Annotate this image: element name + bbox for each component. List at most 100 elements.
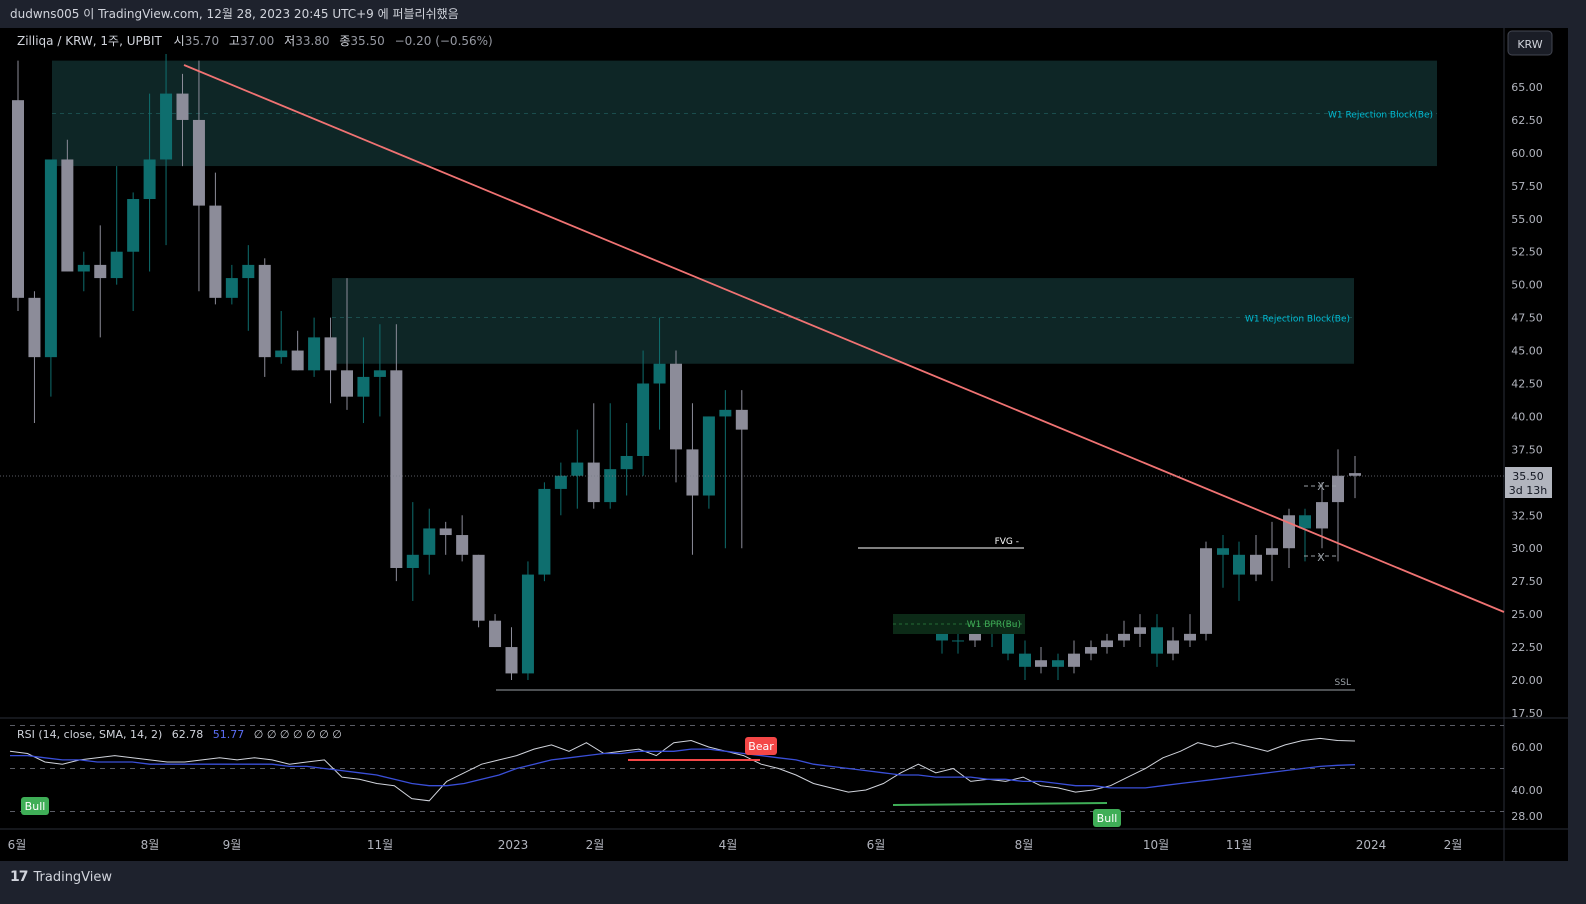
candle-body: [735, 409, 748, 430]
time-tick-label: 10월: [1143, 838, 1169, 852]
rsi-signal-label-2: Bull: [25, 800, 46, 813]
candle-body: [1250, 554, 1262, 575]
rsi-signal-badge-1: [745, 737, 777, 755]
rsi-signal-badge-2: [21, 797, 49, 815]
candle-body: [390, 370, 403, 568]
price-tick-label: 25.00: [1511, 608, 1543, 621]
candle-body: [1167, 640, 1179, 654]
legend-open-label: 시: [174, 34, 185, 48]
currency-label: KRW: [1517, 38, 1542, 51]
candle-body: [670, 363, 682, 450]
rsi-signal-label-3: Bull: [1097, 812, 1118, 825]
legend-high-label: 고: [229, 34, 240, 48]
candle-body: [1233, 554, 1245, 575]
rsi-extra: ∅ ∅ ∅ ∅ ∅ ∅ ∅: [254, 728, 342, 741]
rsi-sma-line: [10, 748, 1356, 789]
candle-body: [637, 383, 650, 456]
candle-body: [94, 264, 107, 279]
candle-body: [1002, 633, 1014, 654]
candle-body: [12, 100, 24, 298]
rejection-zone-label-2: W1 Rejection Block(Be): [1245, 315, 1350, 325]
rsi-tick-label: 28.00: [1511, 810, 1543, 823]
candle-body: [209, 205, 222, 298]
candle-body: [571, 462, 584, 476]
candle-body: [192, 119, 205, 206]
rsi-tick-label: 40.00: [1511, 784, 1543, 797]
time-tick-label: 6월: [8, 838, 27, 852]
chart-svg[interactable]: W1 Rejection Block(Be) W1 Rejection Block…: [0, 28, 1568, 861]
legend-high: 37.00: [240, 34, 274, 48]
candle-body: [1118, 633, 1130, 641]
price-tick-label: 50.00: [1511, 279, 1543, 292]
candle-body: [176, 93, 189, 120]
price-marker-countdown: 3d 13h: [1509, 484, 1547, 497]
rsi-signal-label-1: Bear: [748, 740, 774, 753]
time-tick-label: 9월: [223, 838, 242, 852]
candle-body: [554, 475, 567, 489]
candle-body: [77, 264, 90, 272]
candle-body: [242, 264, 255, 279]
candle-body: [61, 159, 74, 272]
price-tick-label: 47.50: [1511, 312, 1543, 325]
candle-body: [341, 370, 353, 397]
candle-body: [1151, 627, 1163, 654]
tv-logo-icon: 𝟭𝟳: [10, 869, 29, 885]
candle-body: [275, 350, 288, 358]
rsi-value: 62.78: [172, 728, 204, 741]
brand-name: TradingView: [33, 869, 113, 885]
candle-body: [357, 376, 370, 397]
legend-text: Zilliqa / KRW, 1주, UPBIT 시35.70 고37.00 저…: [17, 34, 493, 48]
ssl-label: SSL: [1335, 678, 1351, 688]
rsi-legend: RSI (14, close, SMA, 14, 2) 62.78 51.77 …: [17, 728, 342, 741]
candle-body: [258, 264, 271, 358]
candle-body: [604, 469, 617, 503]
price-axis[interactable]: 17.5020.0022.5025.0027.5030.0032.5035.00…: [1511, 81, 1543, 720]
legend-low: 33.80: [295, 34, 329, 48]
candle-body: [1299, 515, 1311, 529]
rsi-signal-badge-3: [1093, 809, 1121, 827]
price-tick-label: 20.00: [1511, 674, 1543, 687]
candle-body: [505, 647, 518, 674]
candle-body: [472, 554, 485, 621]
price-tick-label: 17.50: [1511, 707, 1543, 720]
candle-body: [1085, 647, 1097, 654]
candle-body: [620, 455, 633, 470]
time-tick-label: 8월: [141, 838, 160, 852]
annotations: FVG - W1 BPR(Bu) SSL X X: [0, 64, 1505, 691]
rsi-line: [9, 737, 1356, 802]
legend-close-label: 종: [339, 34, 350, 48]
candle-body: [521, 574, 534, 674]
chart-area[interactable]: W1 Rejection Block(Be) W1 Rejection Block…: [0, 28, 1568, 861]
price-tick-label: 62.50: [1511, 114, 1543, 127]
currency-button-box[interactable]: [1507, 30, 1553, 56]
time-tick-label: 2023: [498, 838, 529, 852]
candle-body: [1101, 640, 1113, 648]
rsi-title: RSI (14, close, SMA, 14, 2): [17, 728, 162, 741]
rsi-tick-label: 60.00: [1511, 741, 1543, 754]
legend-low-label: 저: [284, 34, 295, 48]
price-tick-label: 37.50: [1511, 443, 1543, 456]
rejection-zones: W1 Rejection Block(Be) W1 Rejection Block…: [52, 60, 1437, 364]
x-marker-upper: X: [1317, 480, 1325, 493]
tradingview-logo[interactable]: 𝟭𝟳 TradingView: [10, 869, 112, 885]
time-tick-label: 2월: [586, 838, 605, 852]
candle-body: [1266, 548, 1278, 555]
candle-body: [1184, 633, 1196, 641]
x-marker-lower: X: [1317, 551, 1325, 564]
candle-body: [44, 159, 57, 358]
candle-body: [1316, 502, 1328, 529]
time-tick-label: 11월: [1226, 838, 1252, 852]
candle-body: [291, 350, 304, 371]
currency-button[interactable]: KRW: [1507, 30, 1553, 56]
time-axis[interactable]: 6월 8월 9월 11월 2023 2월 4월 6월 8월 10월 11월 2024 2월: [8, 838, 1463, 852]
price-marker-box: [1505, 467, 1552, 498]
publish-bar: dudwns005 이 TradingView.com, 12월 28, 202…: [0, 0, 1586, 28]
legend-close: 35.50: [350, 34, 384, 48]
trendline[interactable]: [183, 64, 1505, 613]
time-tick-label: 4월: [719, 838, 738, 852]
rsi-pane: RSI (14, close, SMA, 14, 2) 62.78 51.77 …: [9, 725, 1543, 827]
price-tick-label: 45.00: [1511, 345, 1543, 358]
candle-body: [160, 93, 173, 160]
price-tick-label: 60.00: [1511, 147, 1543, 160]
rejection-zone-label-1: W1 Rejection Block(Be): [1328, 110, 1433, 120]
